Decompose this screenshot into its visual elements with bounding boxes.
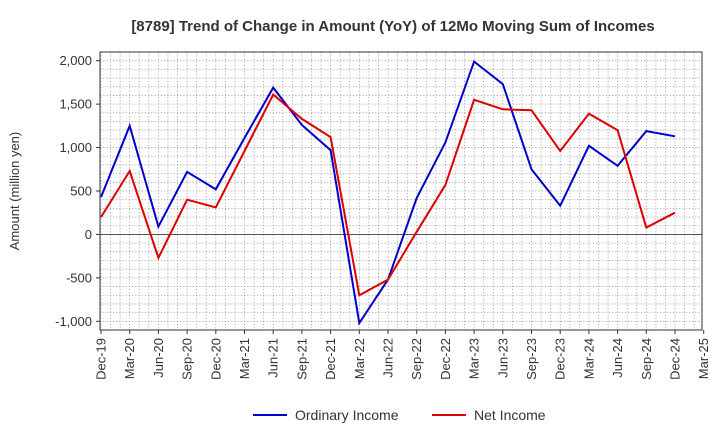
x-tick-label: Dec-22: [438, 338, 453, 380]
x-tick-label: Jun-20: [151, 338, 166, 378]
x-tick-label: Jun-24: [610, 338, 625, 378]
y-tick-label: 2,000: [59, 53, 92, 68]
y-axis-ticks: -1,000 -500 0 500 1,000 1,500 2,000: [55, 53, 100, 329]
y-tick-label: 1,000: [59, 140, 92, 155]
x-tick-label: Dec-21: [323, 338, 338, 380]
series-lines: [100, 59, 676, 326]
legend: Ordinary Income Net Income: [253, 407, 546, 423]
y-tick-label: 1,500: [59, 97, 92, 112]
series-line-net-income: [100, 93, 676, 297]
x-tick-label: Dec-24: [668, 338, 683, 380]
legend-label-ordinary-income: Ordinary Income: [295, 407, 399, 423]
x-tick-label: Dec-23: [553, 338, 568, 380]
legend-label-net-income: Net Income: [474, 407, 546, 423]
chart-title: [8789] Trend of Change in Amount (YoY) o…: [131, 18, 654, 35]
x-tick-label: Jun-21: [266, 338, 281, 378]
x-tick-label: Sep-20: [180, 338, 195, 380]
x-tick-label: Sep-24: [639, 338, 654, 380]
x-tick-label: Sep-22: [409, 338, 424, 380]
x-tick-label: Mar-23: [467, 338, 482, 379]
x-tick-label: Dec-19: [94, 338, 109, 380]
x-tick-label: Mar-21: [237, 338, 252, 379]
y-tick-label: -500: [66, 270, 92, 285]
y-axis-label: Amount (million yen): [7, 132, 22, 251]
y-tick-label: 500: [70, 184, 92, 199]
x-tick-label: Mar-22: [352, 338, 367, 379]
x-tick-label: Mar-25: [696, 338, 711, 379]
x-tick-label: Sep-21: [294, 338, 309, 380]
y-tick-label: -1,000: [55, 314, 92, 329]
x-tick-label: Mar-24: [581, 338, 596, 379]
x-tick-label: Jun-23: [495, 338, 510, 378]
x-tick-label: Dec-20: [208, 338, 223, 380]
x-tick-label: Mar-20: [122, 338, 137, 379]
grid: [100, 52, 702, 330]
x-axis-ticks: Dec-19 Mar-20 Jun-20 Sep-20 Dec-20 Mar-21 Jun-…: [94, 330, 711, 380]
y-tick-label: 0: [85, 227, 92, 242]
x-tick-label: Sep-23: [524, 338, 539, 380]
x-tick-label: Jun-22: [381, 338, 396, 378]
